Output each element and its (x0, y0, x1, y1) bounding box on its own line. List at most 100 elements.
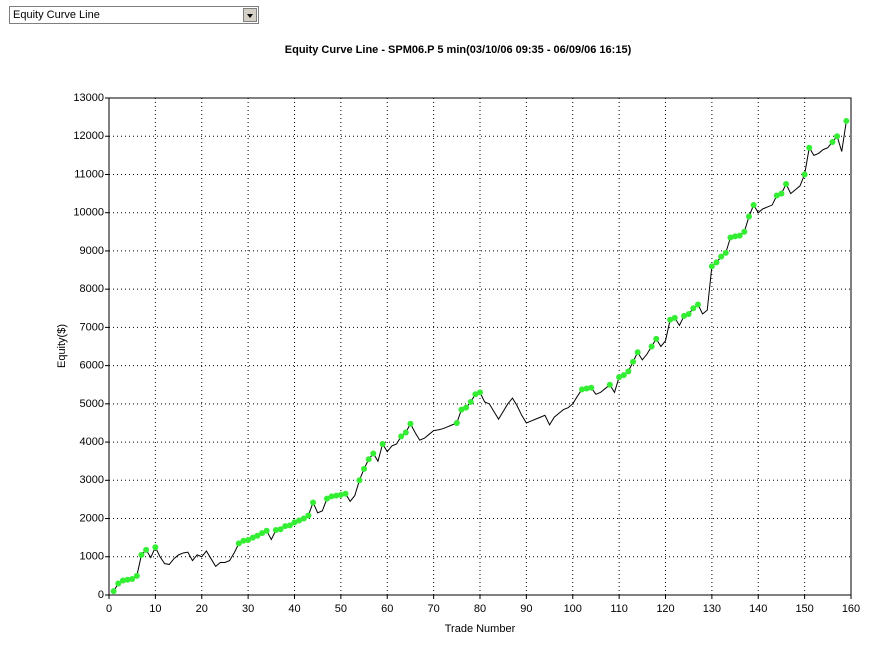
new-high-marker (110, 588, 117, 595)
y-axis-label: Equity($) (56, 324, 68, 368)
new-high-marker (778, 190, 785, 197)
y-tick-label: 7000 (80, 321, 104, 333)
x-tick-label: 0 (106, 603, 112, 615)
x-tick-label: 50 (335, 603, 347, 615)
new-high-marker (801, 171, 808, 178)
new-high-marker (305, 512, 312, 519)
new-high-marker (671, 314, 678, 321)
x-tick-label: 10 (149, 603, 161, 615)
x-tick-label: 110 (610, 603, 628, 615)
new-high-marker (370, 450, 377, 457)
new-high-marker (240, 537, 247, 544)
x-tick-label: 30 (242, 603, 254, 615)
new-high-marker (249, 534, 256, 541)
new-high-marker (722, 249, 729, 256)
y-tick-label: 13000 (73, 92, 104, 104)
new-high-marker (333, 492, 340, 499)
x-tick-label: 100 (564, 603, 582, 615)
y-tick-label: 10000 (73, 207, 104, 219)
y-tick-label: 1000 (80, 551, 104, 563)
y-tick-label: 5000 (80, 398, 104, 410)
new-high-marker (773, 192, 780, 199)
new-high-marker (254, 532, 261, 539)
x-tick-label: 130 (703, 603, 721, 615)
y-tick-label: 9000 (80, 245, 104, 257)
new-high-marker (291, 519, 298, 526)
new-high-marker (667, 316, 674, 323)
new-high-marker (648, 343, 655, 350)
x-tick-label: 140 (749, 603, 767, 615)
x-tick-label: 40 (288, 603, 300, 615)
new-high-marker (152, 544, 159, 551)
new-high-marker (694, 301, 701, 308)
new-high-marker (708, 263, 715, 270)
new-high-marker (453, 419, 460, 426)
x-tick-label: 20 (196, 603, 208, 615)
new-high-marker (579, 386, 586, 393)
new-high-marker (685, 311, 692, 318)
new-high-marker (843, 117, 850, 124)
new-high-marker (361, 465, 368, 472)
x-tick-label: 70 (428, 603, 440, 615)
new-high-marker (616, 374, 623, 381)
new-high-marker (741, 228, 748, 235)
new-high-marker (124, 576, 131, 583)
new-high-marker (342, 490, 349, 497)
y-tick-label: 3000 (80, 474, 104, 486)
new-high-marker (259, 530, 266, 537)
new-high-marker (115, 580, 122, 587)
y-tick-label: 12000 (73, 130, 104, 142)
y-tick-label: 6000 (80, 360, 104, 372)
new-high-marker (282, 523, 289, 530)
new-high-marker (634, 349, 641, 356)
new-high-marker (681, 312, 688, 319)
new-high-marker (472, 391, 479, 398)
new-high-marker (829, 138, 836, 145)
new-high-marker (606, 381, 613, 388)
chart-type-dropdown[interactable]: Equity Curve Line (9, 6, 259, 24)
new-high-marker (328, 493, 335, 500)
plot-frame (108, 97, 852, 596)
new-high-marker (588, 384, 595, 391)
dropdown-arrow[interactable] (243, 8, 257, 22)
new-high-marker (736, 232, 743, 239)
y-tick-label: 8000 (80, 283, 104, 295)
new-high-marker (337, 491, 344, 498)
new-high-marker (300, 515, 307, 522)
x-axis-label: Trade Number (445, 623, 516, 635)
new-high-marker (750, 202, 757, 209)
new-high-marker (732, 233, 739, 240)
new-high-marker (806, 144, 813, 151)
new-high-marker (407, 420, 414, 427)
new-high-marker (783, 181, 790, 188)
x-tick-label: 90 (520, 603, 532, 615)
new-high-marker (625, 368, 632, 375)
new-high-marker (727, 234, 734, 241)
new-high-marker (467, 398, 474, 405)
new-high-marker (379, 440, 386, 447)
new-high-marker (583, 385, 590, 392)
new-high-marker (458, 406, 465, 413)
new-high-marker (272, 527, 279, 534)
new-high-marker (296, 517, 303, 524)
new-high-marker (323, 495, 330, 502)
new-high-marker (138, 551, 145, 558)
new-high-marker (402, 429, 409, 436)
dropdown-value: Equity Curve Line (13, 9, 100, 21)
new-high-marker (143, 546, 150, 553)
x-tick-label: 160 (842, 603, 860, 615)
new-high-marker (133, 572, 140, 579)
new-high-marker (620, 372, 627, 379)
new-high-marker (398, 433, 405, 440)
x-tick-label: 120 (656, 603, 674, 615)
new-high-marker (119, 577, 126, 584)
y-tick-label: 0 (98, 589, 104, 601)
y-tick-label: 11000 (74, 168, 104, 180)
chart-title: Equity Curve Line - SPM06.P 5 min(03/10/… (285, 44, 632, 56)
new-high-marker (235, 540, 242, 547)
new-high-marker (653, 335, 660, 342)
new-high-marker (263, 527, 270, 534)
y-tick-label: 4000 (80, 436, 104, 448)
